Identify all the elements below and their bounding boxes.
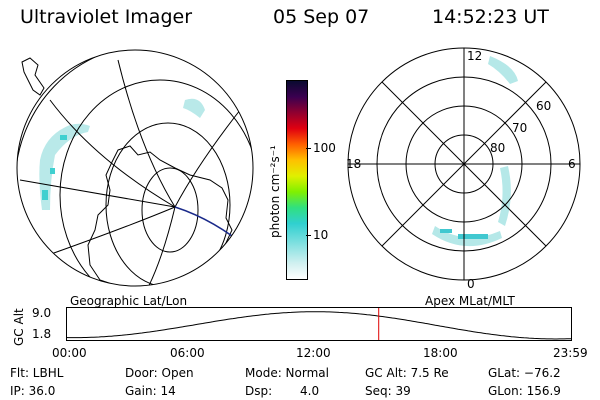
- colorbar-unit-label: photon cm⁻²s⁻¹: [268, 145, 282, 238]
- lon-grid: [19, 59, 249, 286]
- mlat-label-60: 60: [536, 99, 551, 113]
- time-label: 14:52:23 UT: [432, 6, 549, 28]
- apex-label: Apex MLat/MLT: [425, 294, 515, 308]
- geographic-map: [16, 49, 254, 287]
- altitude-plot: [66, 307, 572, 341]
- antarctica-outline: [87, 145, 233, 286]
- x-tick-0600: 06:00: [170, 346, 205, 360]
- gain-info: Gain: 14: [125, 384, 176, 398]
- mlat-label-80: 80: [490, 141, 505, 155]
- aurora-emission: [39, 98, 205, 210]
- filter-info: Flt: LBHL: [10, 366, 64, 380]
- mlt-label-0: 0: [467, 277, 475, 291]
- door-info: Door: Open: [125, 366, 194, 380]
- mlat-label-70: 70: [512, 121, 527, 135]
- x-tick-1200: 12:00: [296, 346, 331, 360]
- colorbar-tick-10: 10: [313, 228, 329, 242]
- map-border: [16, 49, 254, 287]
- instrument-title: Ultraviolet Imager: [20, 6, 193, 28]
- geographic-label: Geographic Lat/Lon: [70, 294, 188, 308]
- mlat-grid: [347, 47, 581, 281]
- altitude-tick-high: 9.0: [32, 306, 52, 320]
- mode-info: Mode: Normal: [245, 366, 329, 380]
- dsp-value: 4.0: [300, 384, 320, 398]
- seq-info: Seq: 39: [365, 384, 411, 398]
- mlt-label-18: 18: [346, 157, 361, 171]
- altitude-tick-low: 1.8: [32, 327, 52, 341]
- mlt-polar-plot: 12 0 18 6 60 70 80: [346, 47, 581, 291]
- x-tick-2359: 23:59: [553, 346, 588, 360]
- x-tick-0000: 00:00: [52, 346, 87, 360]
- colorbar-tick: [306, 148, 311, 149]
- color-bar: [286, 80, 308, 280]
- gc-alt-info: GC Alt: 7.5 Re: [365, 366, 449, 380]
- dsp-label: Dsp:: [245, 384, 273, 398]
- lat-grid: [17, 50, 253, 286]
- altitude-curve: [66, 311, 572, 340]
- x-tick-1800: 18:00: [423, 346, 458, 360]
- glon-info: GLon: 156.9: [488, 384, 561, 398]
- mlt-label-6: 6: [568, 157, 576, 171]
- aurora-bright-region: [440, 229, 488, 239]
- ip-info: IP: 36.0: [10, 384, 56, 398]
- aurora-oval: [432, 56, 518, 247]
- altitude-ylabel: GC Alt: [12, 308, 26, 346]
- landmass-outline: [21, 57, 45, 96]
- colorbar-tick-100: 100: [313, 141, 336, 155]
- aurora-bright: [42, 135, 67, 200]
- date-label: 05 Sep 07: [273, 6, 370, 28]
- glat-info: GLat: −76.2: [488, 366, 561, 380]
- colorbar-tick: [306, 235, 311, 236]
- mlt-label-12: 12: [467, 49, 482, 63]
